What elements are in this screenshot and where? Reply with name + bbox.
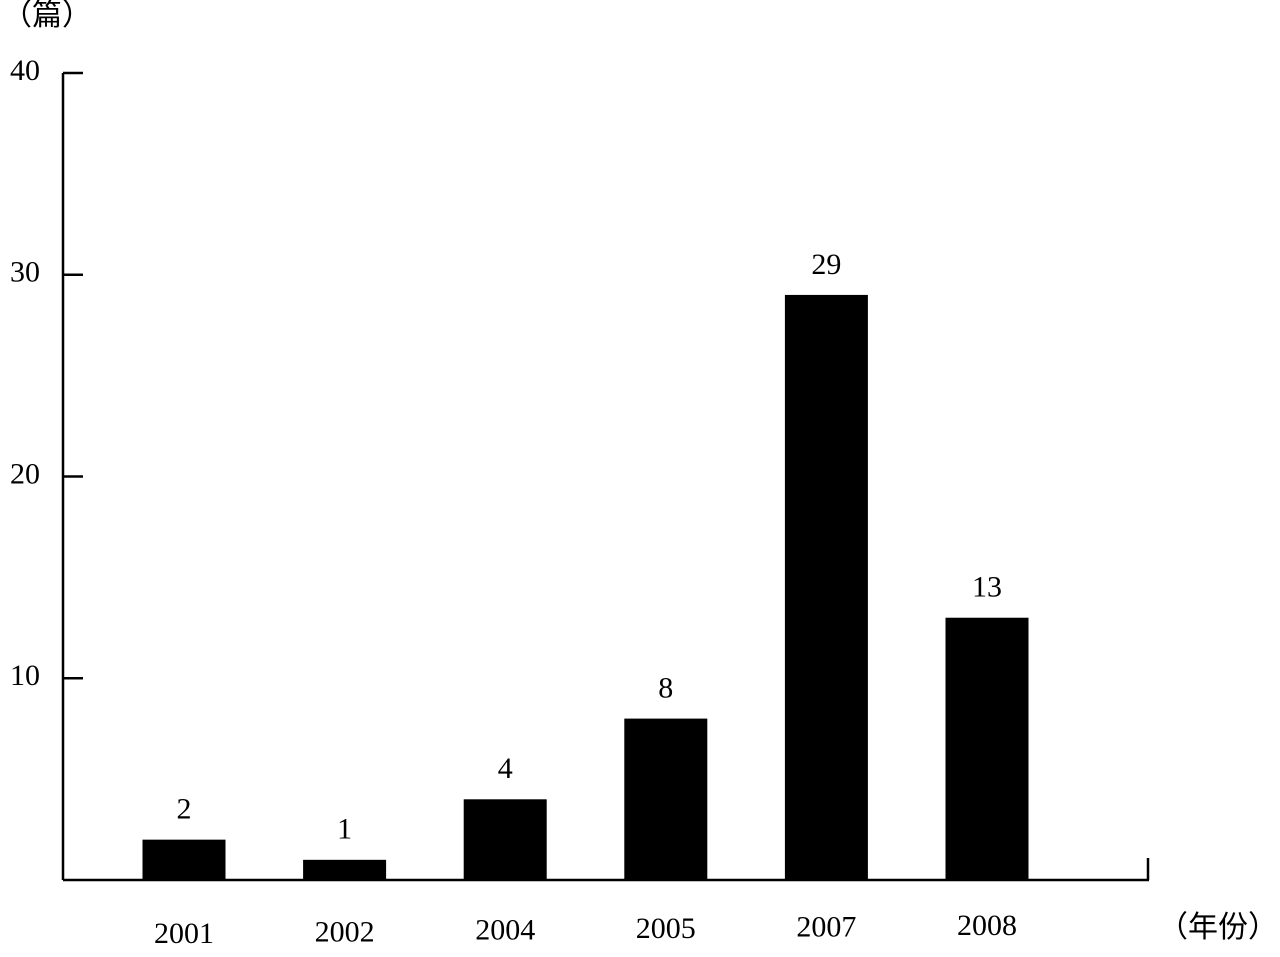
x-tick-label: 2004	[475, 914, 535, 947]
x-axis-label: （年份）	[1158, 911, 1278, 944]
y-axis-label: （篇）	[2, 0, 92, 32]
y-tick-label: 30	[10, 256, 40, 289]
y-tick-label: 20	[10, 457, 40, 490]
y-tick-label: 40	[10, 54, 40, 87]
y-tick-label: 10	[10, 659, 40, 692]
data-label: 2	[177, 793, 192, 826]
data-label: 4	[498, 752, 513, 785]
bar	[945, 617, 1029, 880]
data-label: 8	[658, 671, 673, 704]
data-label: 1	[337, 813, 352, 846]
x-tick-label: 2007	[796, 910, 856, 943]
x-tick-label: 2002	[315, 915, 375, 948]
bar	[142, 839, 226, 880]
data-label: 13	[972, 571, 1002, 604]
bar	[303, 859, 387, 880]
data-label: 29	[811, 248, 841, 281]
x-tick-label: 2005	[636, 912, 696, 945]
bar	[624, 718, 708, 880]
x-tick-label: 2001	[154, 917, 214, 950]
bar	[784, 294, 868, 880]
bar	[463, 799, 547, 880]
x-tick-label: 2008	[957, 909, 1017, 942]
